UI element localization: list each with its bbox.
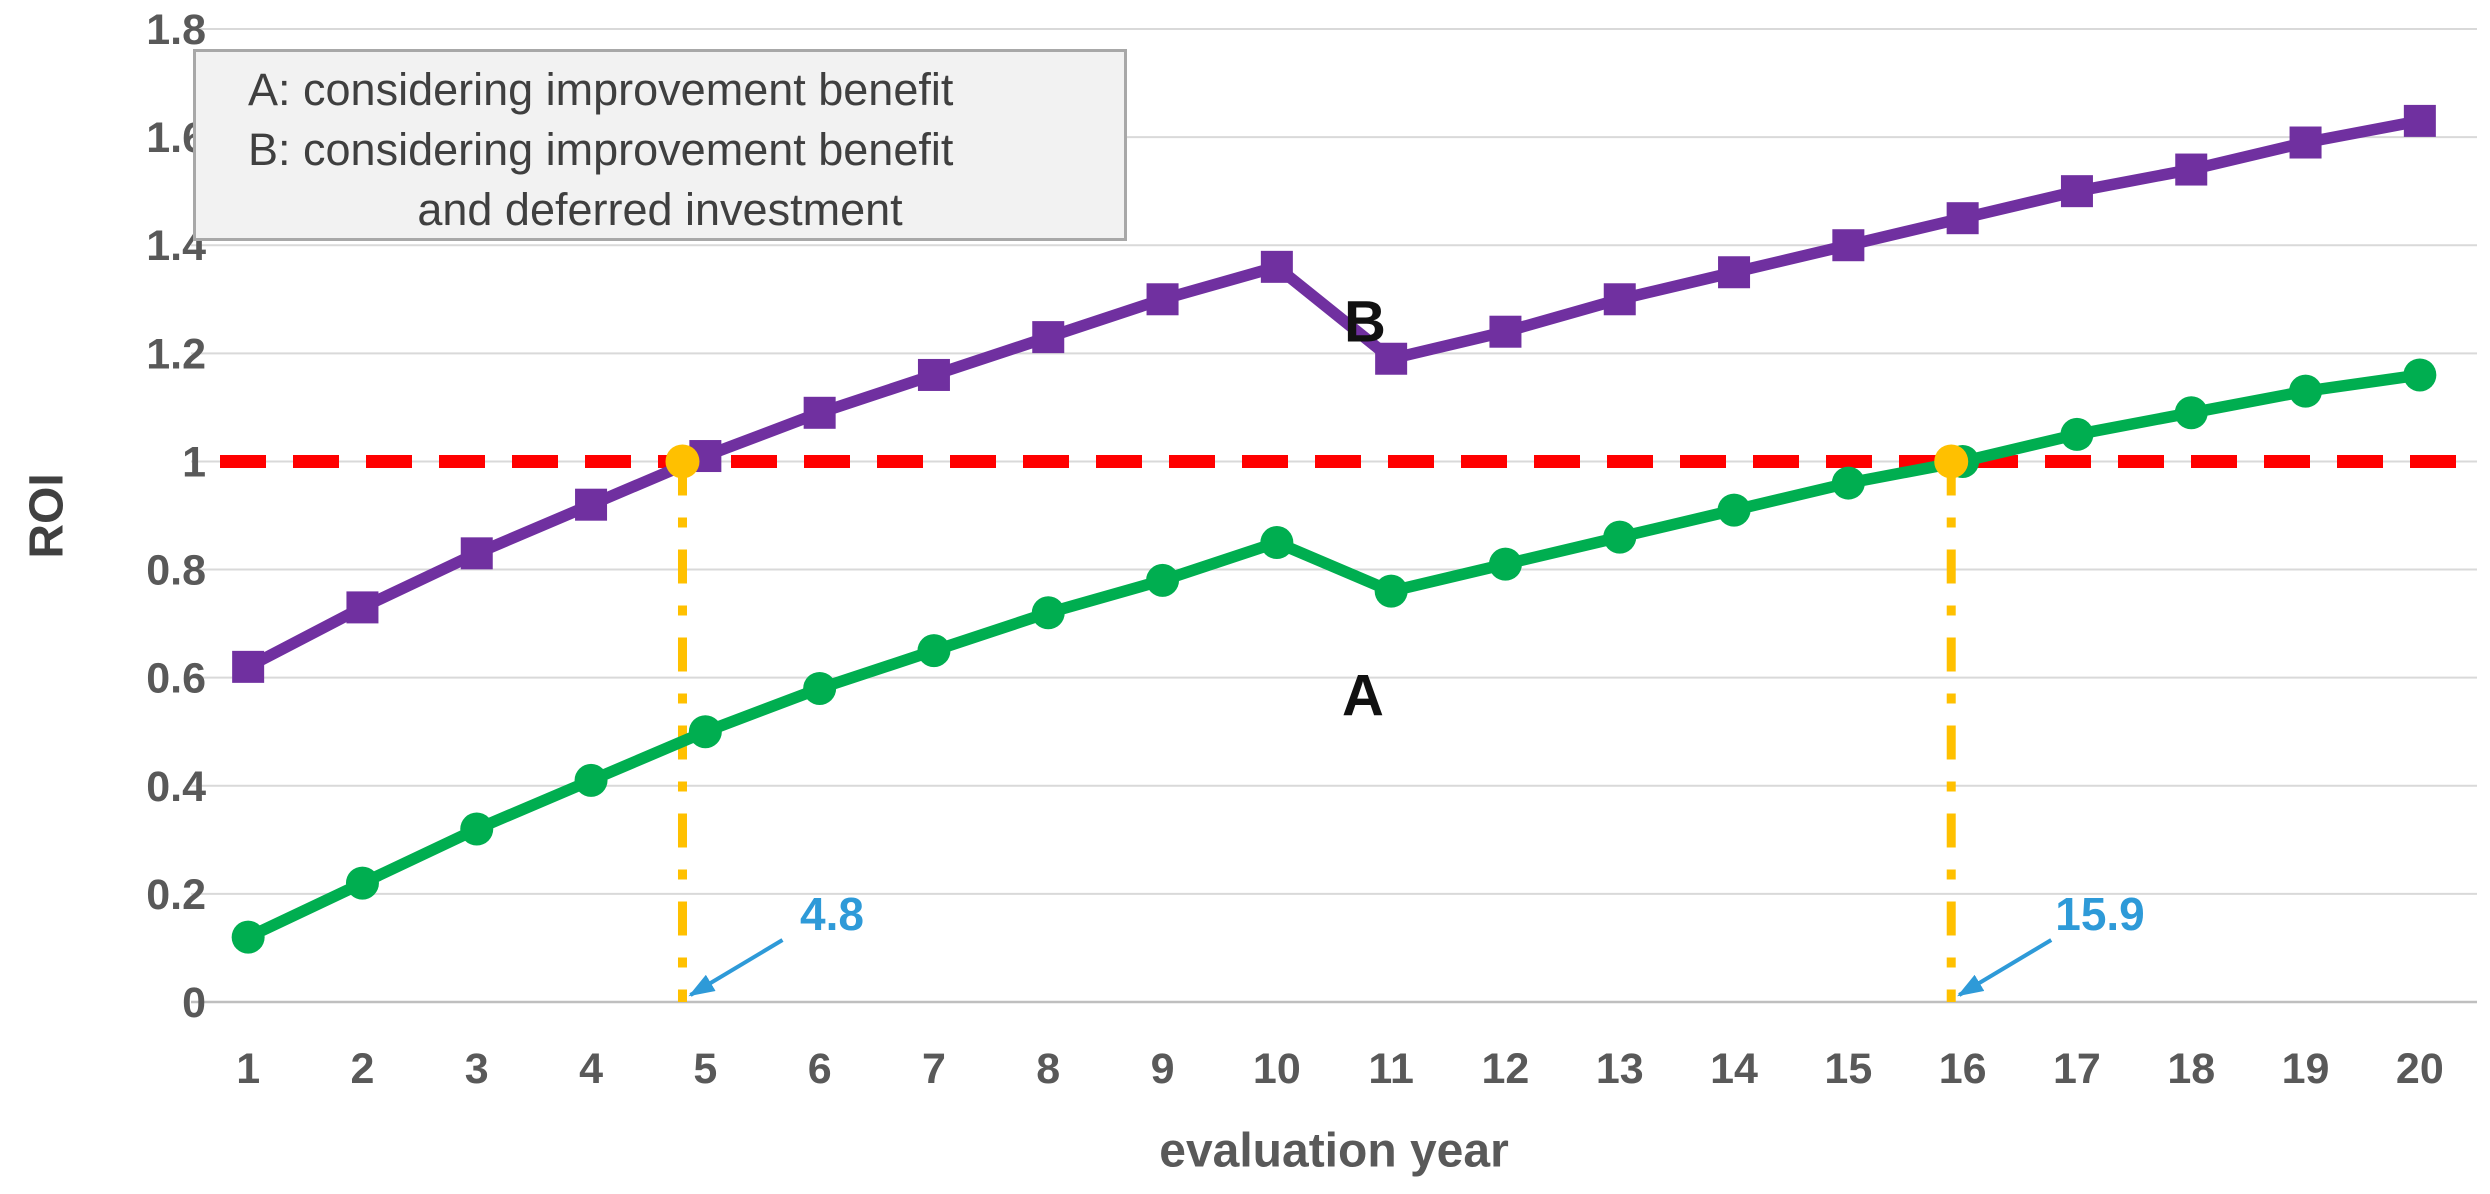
x-tick-label: 20	[2396, 1045, 2444, 1093]
x-tick-label: 14	[1710, 1045, 1758, 1093]
series-A-marker	[1374, 574, 1408, 608]
series-B-marker	[2403, 104, 2436, 137]
series-A-marker	[1603, 520, 1637, 554]
x-tick-label: 18	[2167, 1045, 2215, 1093]
breakeven-point-marker	[665, 444, 700, 479]
series-B-marker	[917, 358, 950, 391]
annotation-arrow	[688, 938, 784, 997]
x-tick-label: 1	[236, 1045, 260, 1093]
series-B-marker	[460, 537, 493, 570]
curve-label-a: A	[1342, 663, 1384, 729]
curve-label-b: B	[1344, 289, 1386, 355]
series-A-marker	[688, 715, 722, 749]
legend-line-b2: and deferred investment	[417, 184, 903, 235]
y-tick-label: 0	[182, 979, 206, 1027]
y-tick-label: 0.2	[146, 871, 206, 919]
y-tick-label: 1.8	[146, 6, 206, 54]
series-A-marker	[345, 866, 379, 900]
x-tick-label: 7	[922, 1045, 946, 1093]
y-tick-label: 0.4	[146, 763, 206, 811]
series-A-marker	[1831, 466, 1865, 500]
series-A-marker	[2403, 358, 2437, 392]
series-A-marker	[1488, 547, 1522, 581]
x-tick-label: 16	[1939, 1045, 1987, 1093]
legend-line-a: A: considering improvement benefit	[248, 64, 954, 115]
series-A-marker	[574, 763, 608, 797]
series-A-marker	[460, 812, 494, 846]
x-tick-label: 15	[1824, 1045, 1872, 1093]
series-B-marker	[2175, 153, 2208, 186]
x-tick-label: 12	[1482, 1045, 1530, 1093]
annotation-arrow	[1957, 938, 2053, 997]
x-tick-label: 3	[465, 1045, 489, 1093]
x-tick-label: 17	[2053, 1045, 2101, 1093]
series-A-marker	[231, 920, 265, 954]
series-B-marker	[803, 396, 836, 429]
x-tick-label: 5	[693, 1045, 717, 1093]
series-B-marker	[1946, 202, 1979, 235]
x-tick-label: 6	[808, 1045, 832, 1093]
x-tick-label: 2	[350, 1045, 374, 1093]
series-A-marker	[1031, 596, 1065, 630]
x-axis-title: evaluation year	[1159, 1124, 1509, 1178]
y-tick-label: 0.8	[146, 547, 206, 595]
series-A-marker	[803, 671, 837, 705]
x-tick-label: 11	[1368, 1045, 1413, 1093]
x-tick-label: 13	[1596, 1045, 1644, 1093]
series-B-marker	[2060, 175, 2093, 208]
breakeven-annotation-15-9: 15.9	[2055, 888, 2145, 940]
series-B-marker	[1603, 283, 1636, 316]
breakeven-point-marker	[1934, 444, 1969, 479]
series-A-marker	[2174, 396, 2208, 430]
series-B-marker	[2289, 126, 2322, 159]
series-B-marker	[1260, 250, 1293, 283]
legend-box: A: considering improvement benefit B: co…	[193, 49, 1127, 241]
y-tick-label: 1	[182, 438, 206, 486]
y-axis-title: ROI	[20, 473, 74, 559]
series-B-marker	[1718, 256, 1751, 289]
series-B-marker	[232, 650, 265, 683]
x-tick-label: 10	[1253, 1045, 1301, 1093]
series-B-marker	[1375, 342, 1408, 375]
series-A-marker	[1717, 493, 1751, 527]
series-B-marker	[346, 591, 379, 624]
legend-line-b: B: considering improvement benefit	[248, 124, 954, 175]
series-B-marker	[1032, 321, 1065, 354]
series-A-marker	[2060, 417, 2094, 451]
series-A-line	[245, 369, 2421, 943]
series-B-marker	[1146, 283, 1179, 316]
y-tick-label: 1.2	[146, 330, 206, 378]
series-A-marker	[2289, 374, 2323, 408]
series-B-marker	[575, 488, 608, 521]
x-tick-label: 8	[1036, 1045, 1060, 1093]
series-B-marker	[1489, 315, 1522, 348]
series-A-marker	[917, 634, 951, 668]
series-B-marker	[1832, 229, 1865, 262]
x-tick-label: 9	[1151, 1045, 1175, 1093]
series-B-line	[245, 115, 2421, 672]
x-tick-label: 19	[2282, 1045, 2330, 1093]
series-A-marker	[1146, 563, 1180, 597]
series-A-marker	[1260, 526, 1294, 560]
breakeven-annotation-4-8: 4.8	[800, 888, 864, 940]
y-tick-label: 0.6	[146, 655, 206, 703]
x-tick-label: 4	[579, 1045, 603, 1093]
